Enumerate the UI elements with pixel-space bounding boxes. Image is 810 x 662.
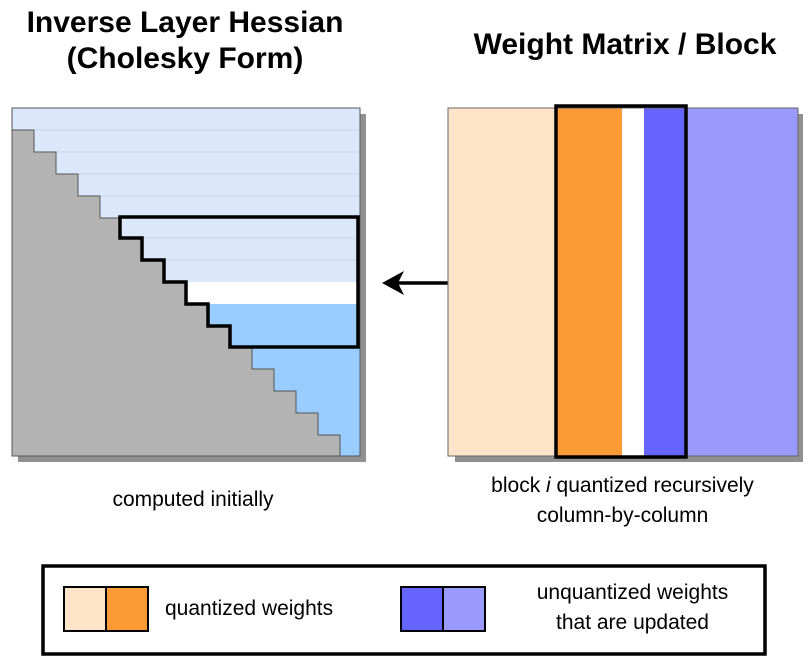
hessian-title: Inverse Layer Hessian (Cholesky Form) [0,5,370,77]
legend-swatch-quantized-light [63,586,107,632]
legend [41,564,767,656]
block-quantized-columns [556,108,622,456]
legend-frame [41,564,767,656]
weight-block-outline [554,104,688,459]
quantized-columns [447,107,557,457]
legend-quantized-label: quantized weights [165,597,334,620]
weight-caption-line1: block i quantized recursively [425,471,810,501]
caption-prefix: block [491,474,547,497]
weight-caption: block i quantized recursively column-by-… [425,471,810,531]
block-unquantized-columns [644,108,686,456]
hessian-current-row [186,282,360,304]
legend-unquantized-line2: that are updated [556,611,709,634]
hessian-caption: computed initially [112,488,274,511]
hessian-border [11,107,361,457]
legend-unquantized-line1: unquantized weights [536,581,729,604]
hessian-matrix [11,107,366,462]
legend-swatch-unquantized-strong [400,586,444,632]
legend-swatch-quantized-strong [105,586,149,632]
hessian-title-line1: Inverse Layer Hessian [26,6,344,39]
legend-unquantized-label: unquantized weights that are updated [500,578,765,638]
caption-suffix: quantized recursively [550,474,754,497]
hessian-title-line2: (Cholesky Form) [66,42,304,75]
weight-caption-line2: column-by-column [536,504,709,527]
hessian-block-outline [118,215,360,349]
caption-block-index: i [546,474,551,497]
legend-swatch-unquantized-light [442,586,486,632]
weight-matrix-title: Weight Matrix / Block [473,28,777,61]
unquantized-columns [685,107,799,457]
weight-matrix [447,104,803,462]
current-column [622,108,644,456]
